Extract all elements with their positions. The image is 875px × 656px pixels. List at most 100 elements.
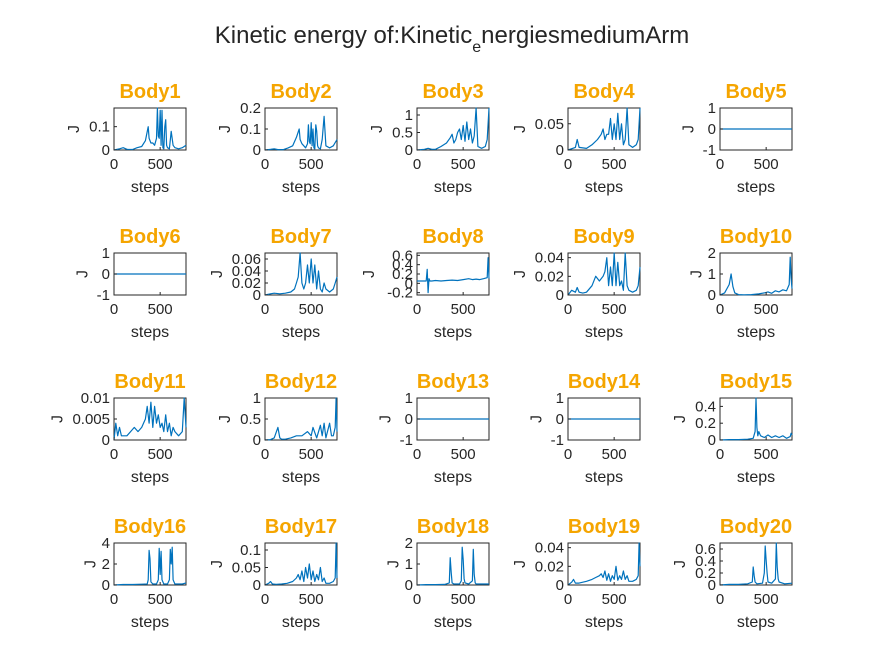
x-axis-label: steps <box>282 469 320 486</box>
y-tick-label: 0.02 <box>535 268 564 285</box>
y-tick-label: 1 <box>708 266 716 283</box>
subplot-title: Body8 <box>422 226 483 248</box>
x-axis-label: steps <box>434 324 472 341</box>
subplot-title: Body20 <box>720 516 792 538</box>
subplot-title: Body15 <box>720 371 792 393</box>
y-axis-label: J <box>672 415 689 423</box>
y-tick-label: 1 <box>708 100 716 117</box>
data-series-line <box>719 397 793 441</box>
y-tick-label: 1 <box>405 390 413 407</box>
y-tick-label: 0.1 <box>240 121 261 138</box>
y-tick-label: 0.04 <box>535 540 564 557</box>
x-tick-label: 0 <box>110 591 118 608</box>
subplot-16: Body16 0 2 4 0 500 steps J <box>83 516 187 631</box>
x-tick-label: 0 <box>716 301 724 318</box>
y-tick-label: 0 <box>405 275 413 292</box>
y-axis-label: J <box>680 125 697 133</box>
y-tick-label: -1 <box>551 432 564 449</box>
subplot-title: Body11 <box>114 371 185 393</box>
x-tick-label: 500 <box>148 591 173 608</box>
x-tick-label: 500 <box>451 156 476 173</box>
y-tick-label: 0.02 <box>232 275 261 292</box>
y-tick-label: 0 <box>556 287 564 304</box>
y-tick-label: 0.5 <box>392 125 413 142</box>
subplot-2: Body2 0 0.1 0.2 0 500 steps J <box>217 81 338 196</box>
y-tick-label: 0 <box>556 142 564 159</box>
data-series-line <box>719 542 793 586</box>
x-tick-label: 500 <box>451 446 476 463</box>
x-tick-label: 0 <box>564 156 572 173</box>
x-tick-label: 0 <box>564 591 572 608</box>
y-axis-label: J <box>66 125 83 133</box>
subplot-1: Body1 0 0.1 0 500 steps J <box>66 81 187 196</box>
x-tick-label: 0 <box>261 156 269 173</box>
subplot-18: Body18 0 1 2 0 500 steps J <box>386 516 490 631</box>
x-tick-label: 500 <box>451 301 476 318</box>
plot-area <box>719 542 793 586</box>
x-axis-label: steps <box>434 614 472 631</box>
x-axis-label: steps <box>131 614 169 631</box>
data-series-line <box>567 542 641 586</box>
subplot-3: Body3 00.51 0 500 steps J <box>369 81 490 196</box>
y-tick-label: 2 <box>708 245 716 262</box>
y-tick-label: -1 <box>703 142 716 159</box>
y-tick-label: -1 <box>97 287 110 304</box>
y-tick-label: 0.2 <box>695 565 716 582</box>
y-axis-label: J <box>512 560 529 568</box>
x-tick-label: 0 <box>413 156 421 173</box>
x-tick-label: 0 <box>413 301 421 318</box>
x-tick-label: 500 <box>148 301 173 318</box>
x-tick-label: 500 <box>602 591 627 608</box>
subplot-17: Body17 00.050.1 0 500 steps J <box>209 516 338 631</box>
subplot-title: Body19 <box>568 516 640 538</box>
y-tick-label: 0 <box>253 287 261 304</box>
y-tick-label: 0.6 <box>695 541 716 558</box>
y-tick-label: 0.1 <box>89 119 110 136</box>
subplot-title: Body3 <box>422 81 483 103</box>
subplot-title: Body7 <box>270 226 331 248</box>
y-axis-label: J <box>209 270 226 278</box>
x-axis-label: steps <box>737 179 775 196</box>
y-tick-label: 0 <box>405 142 413 159</box>
y-tick-label: -0.2 <box>387 285 413 302</box>
data-series-line <box>416 546 489 586</box>
x-tick-label: 0 <box>110 446 118 463</box>
x-tick-label: 0 <box>564 446 572 463</box>
x-tick-label: 500 <box>602 156 627 173</box>
subplot-title: Body9 <box>573 226 634 248</box>
x-axis-label: steps <box>585 614 623 631</box>
subplot-title: Body17 <box>265 516 337 538</box>
data-series-line <box>417 257 490 294</box>
x-tick-label: 0 <box>413 446 421 463</box>
y-tick-label: 0.06 <box>232 251 261 268</box>
subplot-20: Body20 00.20.40.6 0 500 steps J <box>672 516 793 631</box>
figure-title-subscript: e <box>472 39 481 56</box>
y-tick-label: 0.2 <box>695 415 716 432</box>
subplot-title: Body12 <box>265 371 337 393</box>
x-tick-label: 500 <box>299 156 324 173</box>
y-tick-label: 0.5 <box>240 411 261 428</box>
x-tick-label: 500 <box>754 591 779 608</box>
data-series-line <box>567 107 641 151</box>
y-tick-label: 0 <box>556 411 564 428</box>
y-tick-label: 4 <box>102 535 110 552</box>
data-series-line <box>113 397 187 441</box>
y-tick-label: 2 <box>405 535 413 552</box>
subplot-title: Body4 <box>573 81 635 103</box>
y-axis-label: J <box>386 560 403 568</box>
x-axis-label: steps <box>585 469 623 486</box>
subplot-15: Body15 00.20.4 0 500 steps J <box>672 371 793 486</box>
y-axis-label: J <box>672 560 689 568</box>
x-tick-label: 500 <box>754 446 779 463</box>
data-series-line <box>719 256 793 296</box>
data-series-line <box>113 546 187 586</box>
y-tick-label: 0 <box>102 432 110 449</box>
x-axis-label: steps <box>434 179 472 196</box>
x-axis-label: steps <box>585 179 623 196</box>
y-tick-label: 2 <box>102 556 110 573</box>
x-axis-label: steps <box>131 179 169 196</box>
y-axis-label: J <box>209 560 226 568</box>
y-axis-label: J <box>361 270 378 278</box>
